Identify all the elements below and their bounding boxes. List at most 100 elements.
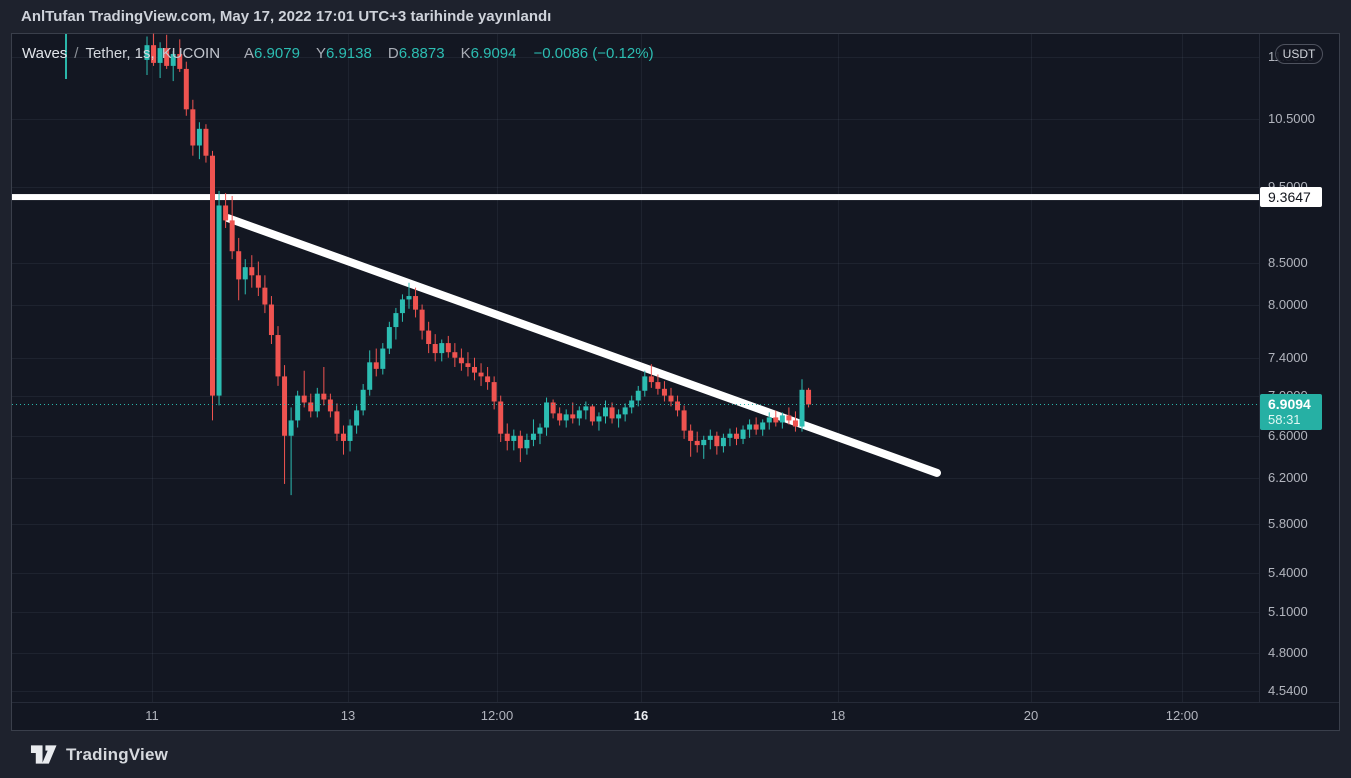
time-tick-label: 13 [340,708,356,723]
candle-up [563,414,569,421]
candle-down [249,267,255,276]
currency-toggle-button[interactable]: USDT [1275,44,1323,64]
candle-down [327,399,333,412]
candle-down [504,433,510,441]
candle-down [426,330,432,345]
candle-up [760,422,766,430]
candle-down [661,388,667,396]
candle-down [268,304,274,336]
price-tick-label: 4.8000 [1268,645,1308,660]
candle-up [622,407,628,415]
candle-down [419,309,425,331]
price-axis-separator [1259,34,1260,702]
candle-down [465,363,471,367]
candle-down [452,352,458,358]
candle-down [688,430,694,441]
candle-up [740,429,746,439]
symbol-name[interactable]: Waves [22,45,68,62]
candle-up [629,400,635,408]
candle-up [399,299,405,314]
candle-up [216,205,222,396]
candle-up [544,402,550,428]
symbol-legend[interactable]: Waves / Tether, 1s, KUCOIN A6.9079 Y6.91… [22,45,654,62]
price-tick-label: 8.0000 [1268,296,1308,312]
candle-up [380,348,386,369]
candle-down [792,420,798,427]
ohlc-open: A6.9079 [244,45,300,62]
candle-down [753,424,759,430]
candle-up [707,435,713,440]
candle-down [255,275,261,288]
symbol-separator: / [74,45,79,62]
candle-down [190,109,196,146]
candle-up [642,376,648,391]
candle-down [413,296,419,310]
candle-up [603,407,608,417]
candle-down [806,389,812,405]
candle-down [236,251,242,280]
open-label: A [244,45,255,62]
close-label: K [460,45,471,62]
candle-down [550,402,556,414]
candle-up [360,389,366,411]
candle-up [701,439,707,446]
candle-up [616,414,622,419]
candle-up [766,417,772,423]
candle-up [596,416,602,422]
price-tick-label: 7.4000 [1268,349,1308,365]
horizontal-line-drawing[interactable] [12,194,1259,201]
publish-bar: AnlTufan TradingView.com, May 17, 2022 1… [21,8,552,25]
candle-down [177,53,183,69]
ohlc-close: K6.9094 [461,45,517,62]
time-tick-label: 18 [830,708,846,723]
footer: TradingView [30,743,168,766]
candle-down [341,433,346,441]
candle-up [393,313,399,328]
last-price-value: 6.9094 [1268,395,1311,412]
candle-down [282,376,288,436]
candle-down [570,414,576,419]
candle-down [308,402,314,412]
tradingview-logo-icon[interactable] [30,743,57,766]
candle-up [576,410,582,419]
candle-up [144,45,150,60]
candle-up [720,437,726,447]
price-tick-label: 5.1000 [1268,603,1308,619]
candle-down [472,366,477,373]
trendline-drawing[interactable] [224,214,941,477]
hline-price-label: 9.3647 [1260,187,1322,208]
candle-down [498,401,504,434]
last-price-badge: 6.9094 58:31 [1260,393,1322,430]
candle-up [347,425,353,441]
price-tick-label: 8.5000 [1268,255,1308,271]
candle-down [262,287,268,305]
tradingview-brand-text[interactable]: TradingView [66,744,169,764]
candle-down [675,401,681,411]
candle-up [747,424,753,430]
symbol-description: Tether, 1s, [85,45,155,62]
candle-down [432,344,438,354]
candle-down [694,440,700,446]
bar-countdown: 58:31 [1268,411,1301,427]
candle-up [288,420,294,436]
candle-down [668,395,674,402]
price-tick-label: 6.6000 [1268,427,1308,443]
candle-down [557,413,563,421]
candle-down [714,435,720,447]
candle-up [524,439,530,449]
candle-down [734,433,739,439]
price-tick-label: 4.5400 [1268,683,1308,698]
ohlc-high: Y6.9138 [316,45,372,62]
time-tick-label: 12:00 [480,708,514,723]
candle-down [609,407,615,419]
candle-up [242,267,248,280]
high-value: 6.9138 [325,45,372,62]
candle-down [681,410,687,431]
candle-down [321,393,327,400]
candle-up [530,433,536,440]
candle-up [406,296,412,300]
candle-down [786,415,792,421]
price-tick-label: 5.4000 [1268,564,1308,580]
